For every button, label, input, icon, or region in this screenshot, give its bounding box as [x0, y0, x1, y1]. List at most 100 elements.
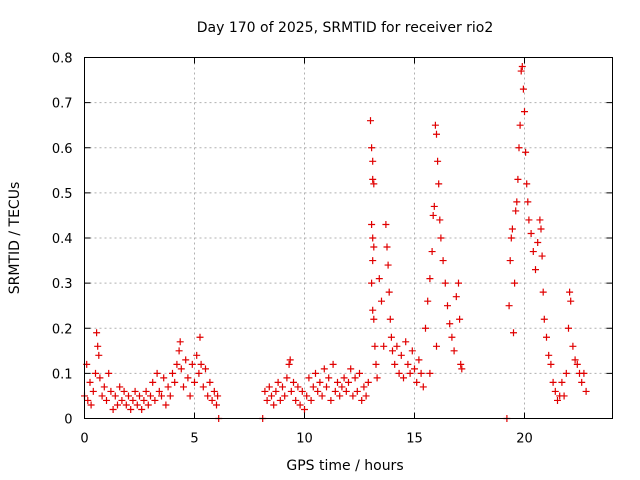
data-point	[387, 333, 395, 341]
data-point	[336, 392, 344, 400]
data-point	[131, 387, 139, 395]
data-point	[538, 252, 546, 260]
data-point	[89, 387, 97, 395]
data-point	[566, 288, 574, 296]
data-point	[197, 360, 205, 368]
data-point	[565, 324, 572, 332]
data-point	[305, 374, 313, 382]
data-point	[560, 392, 568, 400]
data-point	[547, 360, 555, 368]
data-point	[160, 374, 168, 382]
data-point	[510, 329, 517, 337]
data-point	[413, 378, 421, 386]
data-point	[370, 315, 378, 323]
data-point	[384, 261, 392, 269]
data-point	[511, 279, 519, 287]
data-point	[111, 392, 119, 400]
data-point	[127, 405, 135, 413]
data-point	[100, 383, 108, 391]
data-point	[331, 387, 339, 395]
data-point	[136, 392, 143, 400]
data-point	[433, 342, 440, 350]
data-point	[400, 374, 407, 382]
data-point	[120, 387, 128, 395]
data-point	[512, 207, 520, 215]
data-point	[274, 378, 282, 386]
data-point	[312, 369, 319, 377]
data-point	[169, 369, 176, 377]
data-point	[158, 392, 165, 400]
data-point	[402, 338, 410, 346]
data-point	[571, 356, 579, 364]
data-point	[186, 392, 194, 400]
data-point	[177, 365, 185, 373]
data-point	[578, 378, 586, 386]
data-point	[430, 202, 438, 210]
y-tick-label: 0.3	[52, 277, 73, 292]
data-point	[372, 360, 380, 368]
data-point	[436, 216, 444, 224]
y-tick-label: 0.7	[52, 97, 73, 112]
data-point	[283, 374, 291, 382]
data-point	[142, 387, 150, 395]
data-point	[202, 365, 209, 373]
grid-layer	[84, 57, 613, 419]
data-point	[340, 374, 348, 382]
data-point	[569, 342, 577, 350]
data-point	[369, 306, 377, 314]
data-point	[516, 121, 524, 129]
data-point	[415, 356, 423, 364]
data-point	[155, 387, 163, 395]
data-point	[428, 248, 436, 256]
data-point	[431, 121, 439, 129]
x-tick-label: 15	[406, 432, 423, 447]
data-point	[515, 144, 523, 152]
data-point	[551, 387, 559, 395]
data-point	[448, 333, 456, 341]
data-point	[140, 396, 148, 404]
data-point	[524, 198, 532, 206]
data-point	[171, 378, 179, 386]
x-tick-label: 10	[296, 432, 313, 447]
data-point	[290, 378, 297, 386]
data-point	[507, 234, 515, 242]
data-point	[281, 392, 289, 400]
data-point	[514, 175, 522, 183]
data-point	[386, 315, 394, 323]
data-point	[580, 369, 588, 377]
data-point	[196, 333, 204, 341]
data-point	[406, 369, 414, 377]
data-point	[184, 374, 192, 382]
data-points	[81, 63, 590, 422]
data-point	[94, 342, 102, 350]
data-point	[151, 396, 159, 404]
x-tick-label: 0	[80, 432, 88, 447]
data-point	[164, 383, 172, 391]
data-point	[375, 275, 383, 283]
data-point	[358, 396, 366, 404]
data-point	[342, 387, 350, 395]
data-point	[263, 396, 271, 404]
data-point	[87, 401, 95, 409]
data-point	[193, 351, 201, 359]
data-point	[408, 347, 416, 355]
data-point	[279, 383, 286, 391]
data-point	[309, 383, 317, 391]
data-point	[138, 405, 146, 413]
x-axis-label: GPS time / hours	[286, 458, 403, 474]
data-point	[537, 225, 545, 233]
data-point	[411, 365, 418, 373]
data-point	[513, 198, 521, 206]
data-point	[505, 302, 513, 310]
data-point	[114, 401, 121, 409]
data-point	[437, 234, 445, 242]
data-point	[316, 378, 324, 386]
data-point	[383, 243, 391, 251]
data-point	[532, 266, 539, 274]
data-point	[180, 383, 187, 391]
data-point	[457, 360, 465, 368]
data-point	[369, 257, 377, 265]
tick-labels: 0 5 10 15 20 0 0.1 0.2 0.3 0.4 0.5 0.6 0.7 0.8	[52, 52, 533, 447]
data-point	[204, 392, 212, 400]
